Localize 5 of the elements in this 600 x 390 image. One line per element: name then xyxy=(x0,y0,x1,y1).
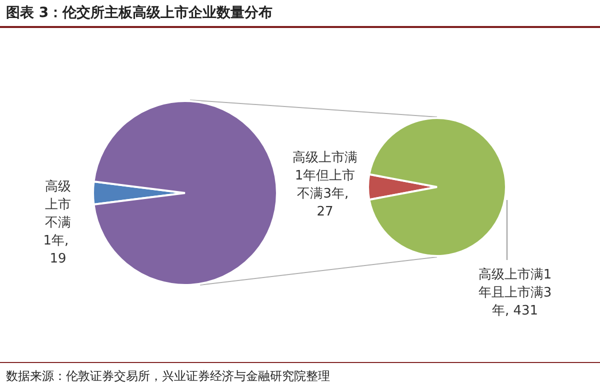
chart-title: 图表 3：伦交所主板高级上市企业数量分布 xyxy=(6,4,273,22)
source-note: 数据来源：伦敦证券交易所，兴业证券经济与金融研究院整理 xyxy=(6,368,330,385)
data-label: 高级上市不满1年, 19 xyxy=(43,178,73,266)
data-label: 高级上市满1年但上市不满3年, 27 xyxy=(292,149,358,220)
data-label: 高级上市满1年且上市满3年, 431 xyxy=(478,266,552,318)
